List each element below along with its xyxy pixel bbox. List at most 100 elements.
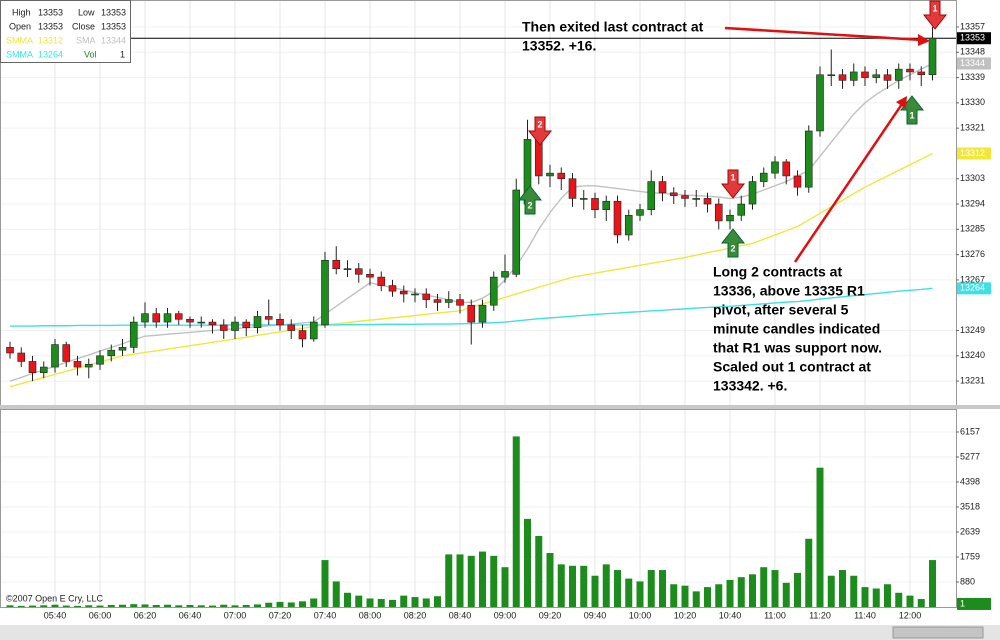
candle-body	[96, 355, 104, 365]
candle-body	[242, 321, 251, 329]
axis-marker-label: 13312	[960, 148, 985, 158]
info-label: Low	[78, 7, 95, 17]
candle-body	[377, 276, 386, 286]
volume-tick-label: 880	[960, 576, 975, 586]
buy-arrow: 2	[720, 228, 746, 258]
axis-marker	[957, 147, 991, 160]
volume-bar	[715, 584, 723, 607]
volume-bar	[895, 592, 903, 607]
volume-bar	[344, 592, 351, 607]
x-tick-label: 06:40	[179, 610, 202, 620]
volume-bar	[445, 554, 453, 607]
volume-bar	[186, 605, 194, 607]
y-tick-label: 13285	[960, 224, 985, 234]
signal-label: 2	[537, 119, 542, 129]
volume-bar	[287, 602, 295, 607]
candle-body	[399, 290, 408, 295]
scrollbar[interactable]	[0, 625, 1000, 640]
info-value: 13353	[38, 21, 63, 31]
volume-bar	[231, 605, 239, 607]
volume-bar	[276, 601, 284, 607]
candle-body	[264, 316, 273, 320]
volume-bar	[524, 518, 531, 607]
x-tick-label: 09:40	[584, 610, 607, 620]
axis-marker	[957, 57, 991, 70]
volume-bar	[569, 565, 576, 607]
volume-bar	[614, 570, 621, 607]
candle-body	[287, 324, 296, 331]
volume-bar	[771, 570, 779, 607]
candle-body	[6, 347, 14, 354]
volume-bar	[839, 570, 846, 607]
volume-bar	[580, 565, 588, 607]
volume-bar	[332, 581, 340, 607]
y-tick-label: 13321	[960, 123, 985, 133]
volume-bar	[636, 581, 644, 607]
candle-body	[197, 321, 206, 324]
x-tick-label: 08:00	[359, 610, 382, 620]
x-tick-label: 11:40	[854, 610, 876, 620]
volume-bar	[681, 585, 689, 607]
candle-body	[703, 198, 712, 205]
volume-bar	[62, 605, 70, 607]
volume-bar	[321, 560, 329, 607]
candle-body	[658, 181, 667, 194]
volume-bar	[141, 604, 149, 607]
axis-marker	[957, 32, 991, 45]
axis-marker	[957, 282, 991, 295]
candle-body	[579, 198, 588, 200]
grid	[0, 1, 956, 607]
volume-bar	[422, 598, 430, 607]
y-tick-label: 13276	[960, 249, 985, 259]
volume-bar	[872, 588, 880, 607]
candle-body	[433, 299, 442, 303]
axis-marker	[957, 597, 991, 610]
candle-body	[208, 321, 217, 326]
candle-body	[872, 74, 881, 78]
candle-body	[636, 209, 644, 216]
volume-bar	[794, 572, 801, 607]
volume-panel	[0, 409, 957, 608]
candle-body	[906, 68, 914, 73]
candle-body	[354, 268, 363, 275]
candle-body	[546, 172, 554, 177]
candle-body	[624, 214, 633, 236]
volume-bar	[74, 605, 81, 607]
volume-bar	[130, 604, 138, 607]
volume-bar	[602, 564, 610, 607]
candle-body	[39, 366, 48, 373]
signal-label: 1	[932, 3, 937, 13]
signal-label: 2	[527, 200, 532, 210]
annotation-text: Scaled out 1 contract at	[713, 359, 871, 375]
info-value: 13353	[101, 21, 126, 31]
legend-name: SMA	[76, 35, 96, 45]
volume-tick-label: 1759	[960, 551, 980, 561]
info-value: 13353	[101, 7, 126, 17]
scrollbar-thumb[interactable]	[892, 626, 984, 639]
volume-bar	[85, 605, 93, 607]
legend-value: 13344	[101, 35, 126, 45]
legend-name: SMMA	[6, 35, 33, 45]
candle-body	[861, 71, 869, 78]
info-label: Open	[9, 21, 31, 31]
candle-body	[321, 259, 329, 326]
legend-name: SMMA	[6, 49, 33, 59]
candle-body	[129, 321, 138, 348]
volume-bar	[659, 570, 666, 607]
x-tick-label: 09:00	[494, 610, 517, 620]
annotations: Then exited last contract at 13352. +16. L…	[522, 19, 882, 394]
x-tick-label: 05:40	[44, 610, 67, 620]
candle-body	[917, 71, 926, 76]
candle-body	[489, 276, 498, 306]
volume-bar	[366, 598, 374, 607]
candle-body	[816, 74, 824, 132]
volume-bar	[51, 604, 59, 607]
candle-body	[591, 198, 599, 210]
volume-bar	[175, 605, 183, 607]
x-tick-label: 07:40	[314, 610, 337, 620]
volume-bar	[400, 595, 408, 607]
volume-bar	[749, 574, 756, 607]
volume-bar	[197, 605, 205, 607]
annotation-text: 133342. +6.	[713, 378, 787, 394]
